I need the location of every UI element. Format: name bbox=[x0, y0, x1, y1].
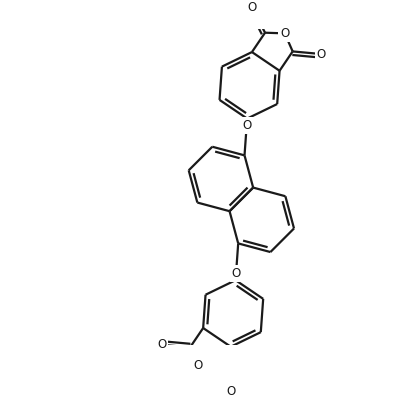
Text: O: O bbox=[317, 47, 326, 60]
Text: O: O bbox=[193, 359, 203, 372]
Text: O: O bbox=[157, 338, 166, 351]
Text: O: O bbox=[242, 119, 251, 132]
Text: O: O bbox=[226, 385, 235, 398]
Text: O: O bbox=[231, 267, 241, 280]
Text: O: O bbox=[280, 27, 290, 40]
Text: O: O bbox=[248, 1, 257, 14]
